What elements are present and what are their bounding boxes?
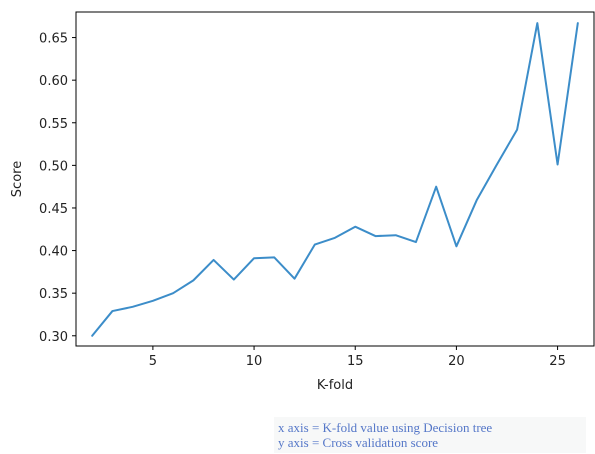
x-tick-label: 10 [246, 354, 263, 369]
caption-box: x axis = K-fold value using Decision tre… [274, 417, 586, 453]
data-point [577, 22, 579, 24]
data-point [213, 259, 215, 261]
data-point [294, 278, 296, 280]
y-tick-label: 0.30 [39, 330, 68, 345]
data-point [496, 164, 498, 166]
data-point [253, 257, 255, 259]
data-point [233, 279, 235, 281]
data-point [455, 245, 457, 247]
data-point [172, 292, 174, 294]
data-point [132, 306, 134, 308]
y-axis-ticks: 0.30 0.35 0.40 0.45 0.50 0.55 0.60 0.65 [39, 32, 76, 345]
data-point [314, 244, 316, 246]
data-point [536, 22, 538, 24]
data-point [435, 186, 437, 188]
y-tick-label: 0.35 [39, 287, 68, 302]
x-axis-ticks: 5 10 15 20 25 [149, 346, 566, 369]
y-axis-title: Score [10, 161, 25, 197]
data-point [91, 335, 93, 337]
data-point [334, 237, 336, 239]
data-point [111, 310, 113, 312]
data-point [192, 279, 194, 281]
data-point [476, 199, 478, 201]
data-point [354, 226, 356, 228]
series-layer [91, 22, 579, 337]
x-tick-label: 15 [347, 354, 364, 369]
y-tick-label: 0.60 [39, 74, 68, 89]
plot-area-frame [75, 11, 595, 347]
y-tick-label: 0.40 [39, 245, 68, 260]
x-tick-label: 25 [549, 354, 566, 369]
y-tick-label: 0.65 [39, 32, 68, 47]
x-axis-title: K-fold [317, 378, 353, 393]
caption-x-axis-note: x axis = K-fold value using Decision tre… [278, 420, 493, 435]
y-tick-label: 0.55 [39, 117, 68, 132]
x-tick-label: 5 [149, 354, 157, 369]
data-point [415, 241, 417, 243]
y-tick-label: 0.45 [39, 202, 68, 217]
data-point [516, 129, 518, 131]
data-point [395, 234, 397, 236]
data-point [557, 164, 559, 166]
data-point [273, 256, 275, 258]
y-tick-label: 0.50 [39, 159, 68, 174]
data-point [374, 235, 376, 237]
data-point [152, 300, 154, 302]
caption-y-axis-note: y axis = Cross validation score [278, 435, 439, 450]
series-line [91, 22, 579, 337]
x-tick-label: 20 [448, 354, 465, 369]
